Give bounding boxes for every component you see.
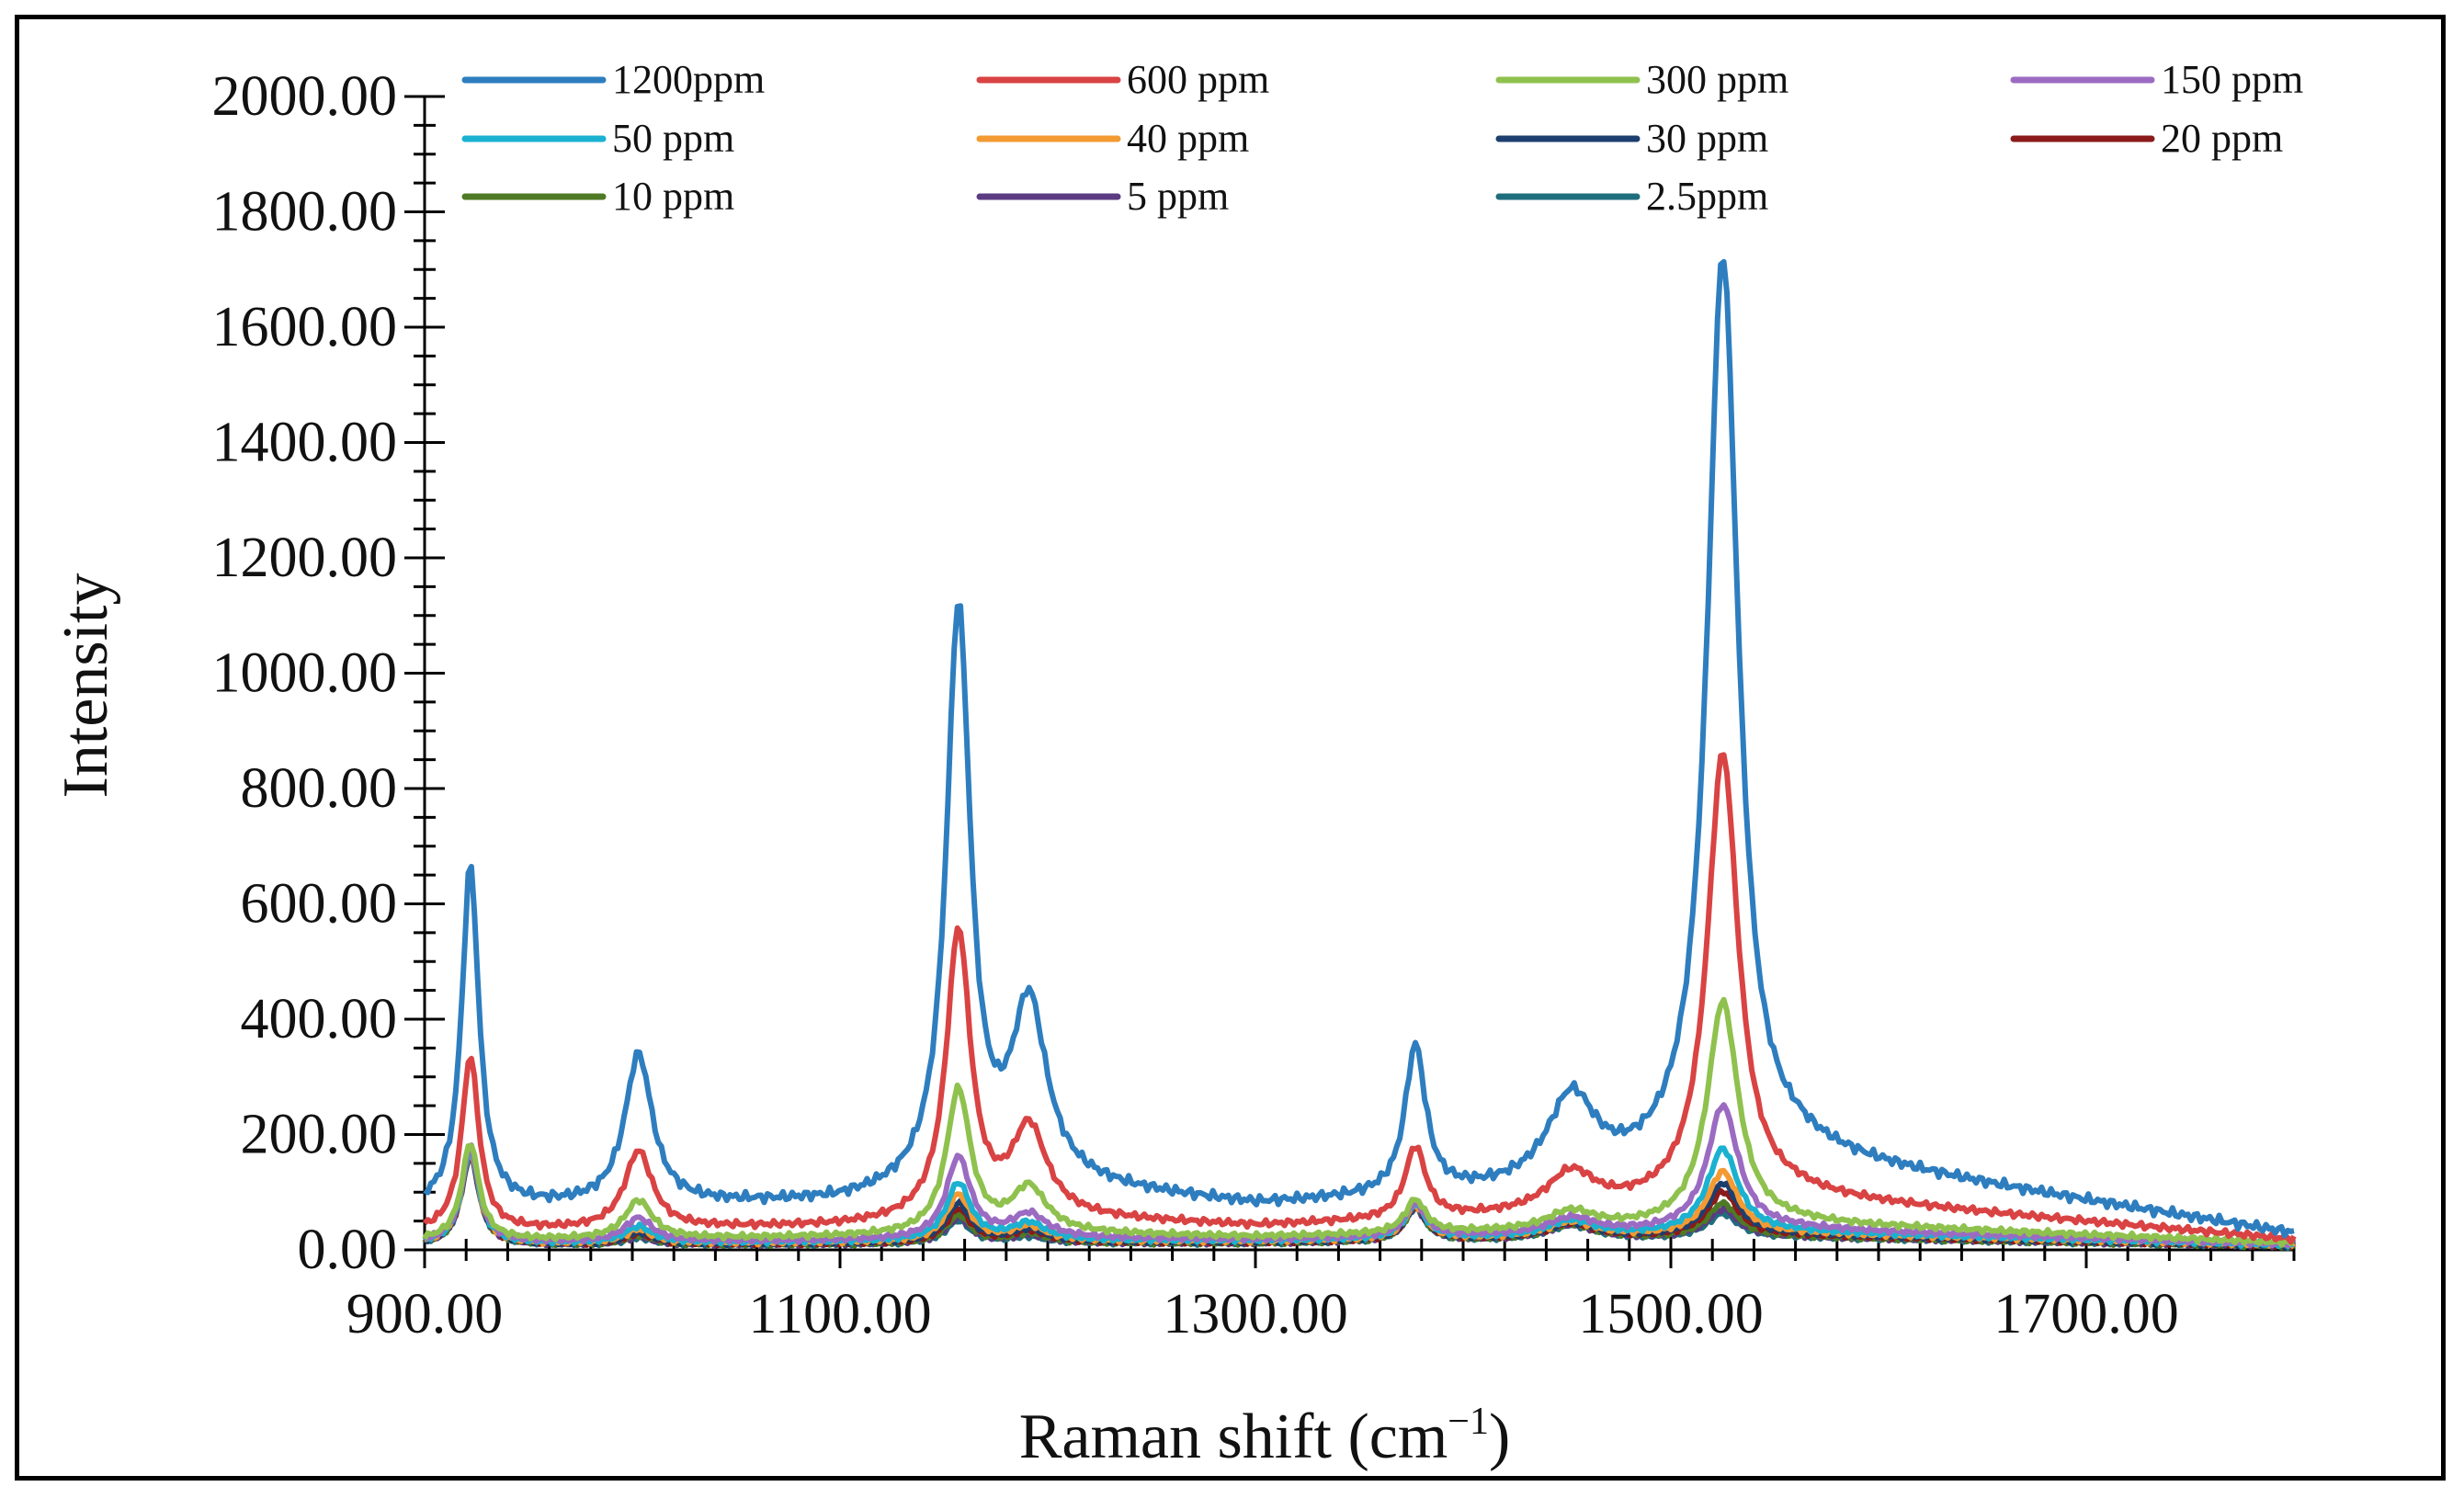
- raman-chart: 0.00 200.00 400.00 600.00 800.00 1000.00 1200.…: [51, 57, 2303, 1472]
- legend-label: 30 ppm: [1646, 116, 1768, 161]
- axes: 0.00 200.00 400.00 600.00 800.00 1000.00 1200.…: [212, 65, 2296, 1345]
- y-tick-label: 2000.00: [212, 65, 398, 128]
- y-tick-label: 1800.00: [212, 181, 398, 244]
- legend: 1200ppm 600 ppm 300 ppm 150 ppm 50 ppm 40 ppm…: [461, 57, 2303, 219]
- legend-label: 5 ppm: [1127, 174, 1229, 219]
- legend-label: 1200ppm: [612, 57, 765, 102]
- y-tick-label: 200.00: [241, 1104, 398, 1166]
- x-tick-label: 1500.00: [1578, 1283, 1764, 1345]
- y-tick-label: 400.00: [241, 988, 398, 1050]
- series-lines: [422, 258, 2297, 1252]
- x-tick-label: 1300.00: [1163, 1283, 1348, 1345]
- y-tick-label: 800.00: [241, 757, 398, 820]
- series-line-600ppm: [422, 752, 2297, 1245]
- legend-label: 50 ppm: [612, 116, 734, 161]
- series-line-1200ppm: [423, 258, 2295, 1239]
- x-tick-label: 1100.00: [748, 1283, 931, 1345]
- x-axis-title: Raman shift (cm−1): [1019, 1401, 1511, 1472]
- series-line-300ppm: [422, 996, 2295, 1248]
- x-tick-label: 1700.00: [1993, 1283, 2179, 1345]
- legend-label: 40 ppm: [1127, 116, 1249, 161]
- legend-label: 10 ppm: [612, 174, 734, 219]
- x-tick-label: 900.00: [346, 1283, 504, 1345]
- legend-label: 2.5ppm: [1646, 174, 1768, 219]
- legend-label: 300 ppm: [1646, 57, 1788, 102]
- y-tick-label: 1600.00: [212, 296, 398, 358]
- y-tick-label: 600.00: [241, 873, 398, 936]
- legend-label: 600 ppm: [1127, 57, 1269, 102]
- y-axis-title: Intensity: [51, 573, 121, 799]
- y-tick-label: 1200.00: [212, 527, 398, 589]
- legend-label: 150 ppm: [2161, 57, 2303, 102]
- y-tick-label: 1400.00: [212, 412, 398, 474]
- legend-label: 20 ppm: [2161, 116, 2283, 161]
- figure-frame: 0.00 200.00 400.00 600.00 800.00 1000.00 1200.…: [15, 15, 2446, 1481]
- y-tick-label: 1000.00: [212, 642, 398, 705]
- y-tick-label: 0.00: [298, 1219, 398, 1281]
